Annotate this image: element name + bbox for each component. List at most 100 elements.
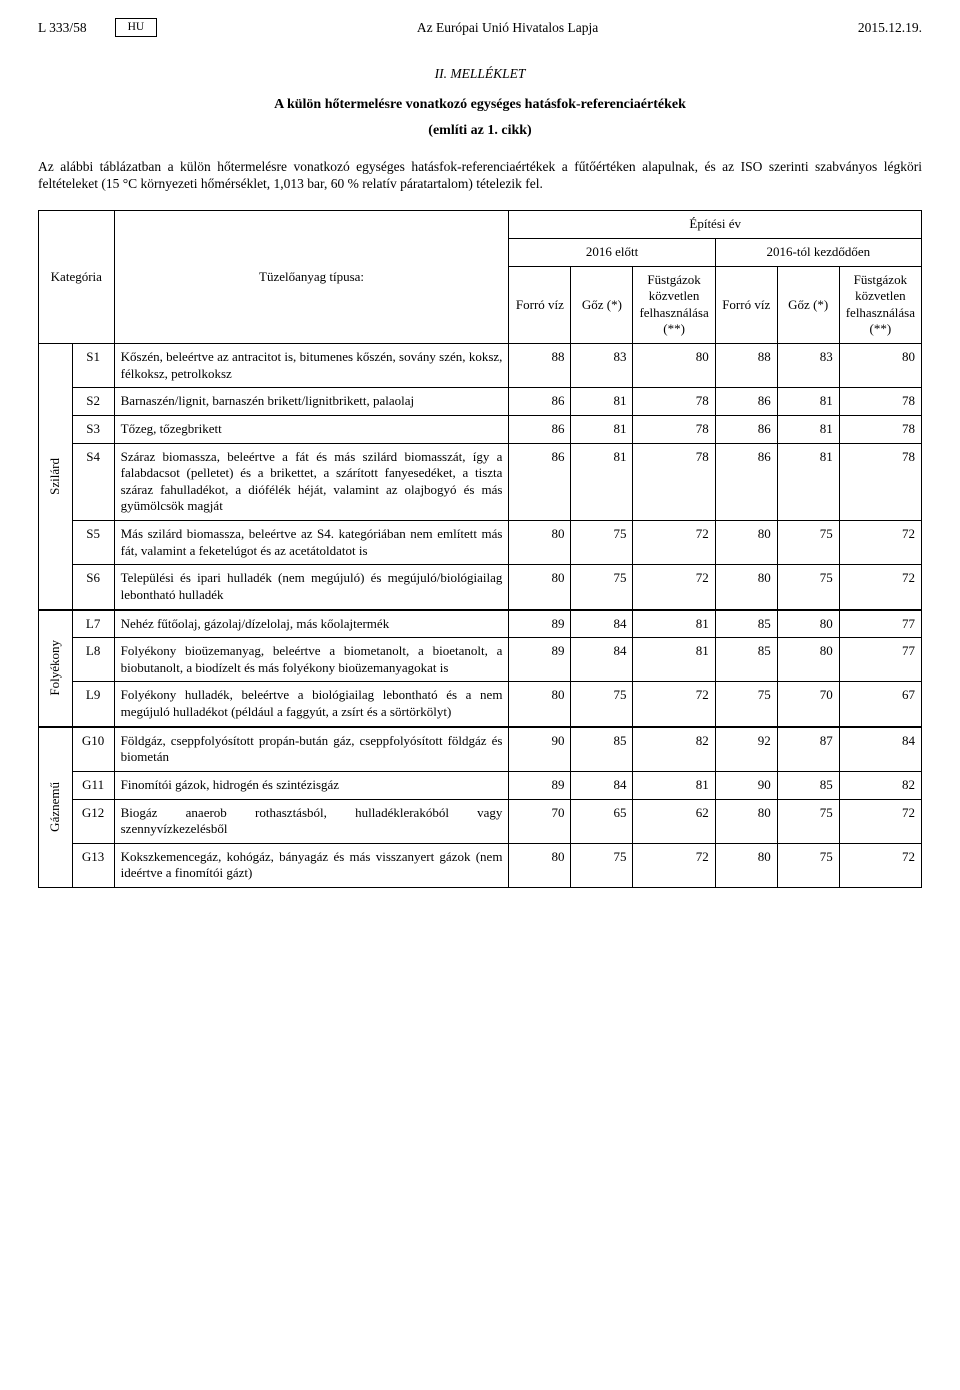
value-cell: 70 bbox=[777, 682, 839, 727]
value-cell: 75 bbox=[777, 799, 839, 843]
value-cell: 75 bbox=[571, 521, 633, 565]
value-cell: 75 bbox=[571, 682, 633, 727]
lang-code: HU bbox=[115, 18, 158, 37]
table-row: L8Folyékony bioüzemanyag, beleértve a bi… bbox=[39, 638, 922, 682]
code-cell: S2 bbox=[72, 388, 114, 416]
table-row: S6Települési és ipari hulladék (nem megú… bbox=[39, 565, 922, 610]
code-cell: G13 bbox=[72, 843, 114, 887]
value-cell: 75 bbox=[777, 565, 839, 610]
value-cell: 80 bbox=[777, 638, 839, 682]
code-cell: L8 bbox=[72, 638, 114, 682]
desc-cell: Kőszén, beleértve az antracitot is, bitu… bbox=[114, 344, 509, 388]
value-cell: 87 bbox=[777, 727, 839, 772]
value-cell: 75 bbox=[571, 565, 633, 610]
code-cell: S3 bbox=[72, 415, 114, 443]
desc-cell: Folyékony hulladék, beleértve a biológia… bbox=[114, 682, 509, 727]
value-cell: 72 bbox=[839, 799, 921, 843]
value-cell: 84 bbox=[571, 771, 633, 799]
value-cell: 75 bbox=[571, 843, 633, 887]
value-cell: 70 bbox=[509, 799, 571, 843]
value-cell: 77 bbox=[839, 610, 921, 638]
value-cell: 80 bbox=[633, 344, 715, 388]
value-cell: 80 bbox=[715, 799, 777, 843]
value-cell: 80 bbox=[715, 521, 777, 565]
value-cell: 89 bbox=[509, 638, 571, 682]
table-row: S4Száraz biomassza, beleértve a fát és m… bbox=[39, 443, 922, 521]
value-cell: 72 bbox=[633, 521, 715, 565]
date: 2015.12.19. bbox=[858, 19, 922, 36]
value-cell: 81 bbox=[777, 443, 839, 521]
value-cell: 82 bbox=[633, 727, 715, 772]
value-cell: 81 bbox=[571, 415, 633, 443]
page-ref: L 333/58 bbox=[38, 19, 87, 36]
value-cell: 83 bbox=[777, 344, 839, 388]
table-row: S2Barnaszén/lignit, barnaszén brikett/li… bbox=[39, 388, 922, 416]
value-cell: 67 bbox=[839, 682, 921, 727]
value-cell: 86 bbox=[715, 443, 777, 521]
value-cell: 78 bbox=[839, 388, 921, 416]
value-cell: 62 bbox=[633, 799, 715, 843]
value-cell: 80 bbox=[509, 682, 571, 727]
value-cell: 85 bbox=[715, 610, 777, 638]
value-cell: 65 bbox=[571, 799, 633, 843]
journal-title: Az Európai Unió Hivatalos Lapja bbox=[157, 19, 858, 36]
th-hot-water: Forró víz bbox=[509, 266, 571, 344]
value-cell: 78 bbox=[839, 443, 921, 521]
value-cell: 72 bbox=[839, 843, 921, 887]
value-cell: 80 bbox=[509, 565, 571, 610]
table-row: GázneműG10Földgáz, cseppfolyósított prop… bbox=[39, 727, 922, 772]
category-cell: Szilárd bbox=[39, 344, 73, 610]
desc-cell: Földgáz, cseppfolyósított propán-bután g… bbox=[114, 727, 509, 772]
table-row: S3Tőzeg, tőzegbrikett868178868178 bbox=[39, 415, 922, 443]
value-cell: 84 bbox=[571, 638, 633, 682]
value-cell: 85 bbox=[571, 727, 633, 772]
value-cell: 78 bbox=[633, 443, 715, 521]
ref-note: (említi az 1. cikk) bbox=[38, 122, 922, 140]
value-cell: 85 bbox=[777, 771, 839, 799]
annex-title: A külön hőtermelésre vonatkozó egységes … bbox=[38, 96, 922, 114]
value-cell: 72 bbox=[633, 682, 715, 727]
value-cell: 82 bbox=[839, 771, 921, 799]
desc-cell: Nehéz fűtőolaj, gázolaj/dízelolaj, más k… bbox=[114, 610, 509, 638]
value-cell: 83 bbox=[571, 344, 633, 388]
value-cell: 88 bbox=[509, 344, 571, 388]
value-cell: 78 bbox=[633, 388, 715, 416]
category-cell: Gáznemű bbox=[39, 727, 73, 888]
th-category: Kategória bbox=[39, 211, 115, 344]
value-cell: 81 bbox=[571, 443, 633, 521]
value-cell: 80 bbox=[509, 521, 571, 565]
code-cell: S6 bbox=[72, 565, 114, 610]
value-cell: 78 bbox=[839, 415, 921, 443]
value-cell: 81 bbox=[633, 610, 715, 638]
reference-values-table: Kategória Tüzelőanyag típusa: Építési év… bbox=[38, 210, 922, 888]
value-cell: 80 bbox=[509, 843, 571, 887]
desc-cell: Barnaszén/lignit, barnaszén brikett/lign… bbox=[114, 388, 509, 416]
table-row: S5Más szilárd biomassza, beleértve az S4… bbox=[39, 521, 922, 565]
value-cell: 80 bbox=[839, 344, 921, 388]
code-cell: L9 bbox=[72, 682, 114, 727]
value-cell: 75 bbox=[777, 843, 839, 887]
value-cell: 89 bbox=[509, 771, 571, 799]
table-row: FolyékonyL7Nehéz fűtőolaj, gázolaj/dízel… bbox=[39, 610, 922, 638]
value-cell: 80 bbox=[715, 843, 777, 887]
table-row: G13Kokszkemencegáz, kohógáz, bányagáz és… bbox=[39, 843, 922, 887]
code-cell: G11 bbox=[72, 771, 114, 799]
desc-cell: Biogáz anaerob rothasztásból, hulladékle… bbox=[114, 799, 509, 843]
table-row: G12Biogáz anaerob rothasztásból, hulladé… bbox=[39, 799, 922, 843]
intro-paragraph: Az alábbi táblázatban a külön hőtermelés… bbox=[38, 158, 922, 193]
value-cell: 72 bbox=[633, 843, 715, 887]
value-cell: 75 bbox=[777, 521, 839, 565]
value-cell: 86 bbox=[509, 415, 571, 443]
th-hot-water: Forró víz bbox=[715, 266, 777, 344]
value-cell: 86 bbox=[715, 415, 777, 443]
page-header: L 333/58 HU Az Európai Unió Hivatalos La… bbox=[38, 18, 922, 37]
th-before: 2016 előtt bbox=[509, 238, 715, 266]
th-from: 2016-tól kezdődően bbox=[715, 238, 921, 266]
desc-cell: Kokszkemencegáz, kohógáz, bányagáz és má… bbox=[114, 843, 509, 887]
value-cell: 86 bbox=[715, 388, 777, 416]
value-cell: 80 bbox=[715, 565, 777, 610]
value-cell: 81 bbox=[633, 638, 715, 682]
value-cell: 81 bbox=[777, 415, 839, 443]
value-cell: 81 bbox=[633, 771, 715, 799]
th-year: Építési év bbox=[509, 211, 922, 239]
